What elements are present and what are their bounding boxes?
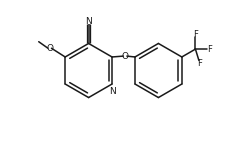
Text: F: F [207, 45, 212, 54]
Text: O: O [46, 44, 54, 53]
Text: N: N [109, 87, 116, 96]
Text: F: F [193, 30, 198, 39]
Text: N: N [85, 17, 92, 26]
Text: F: F [197, 59, 202, 68]
Text: O: O [122, 52, 129, 61]
